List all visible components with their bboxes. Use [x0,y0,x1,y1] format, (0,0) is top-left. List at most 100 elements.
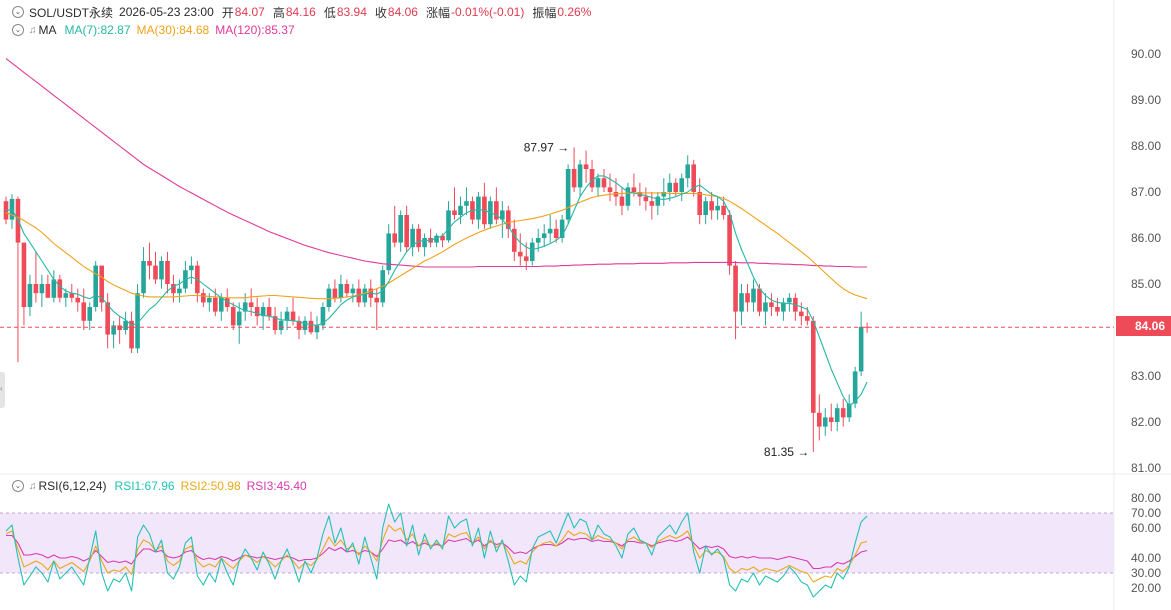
rsi-tick-label: 30.00 [1131,566,1161,580]
close-value: 84.06 [387,5,418,19]
candle-body [344,284,350,294]
candle-body [51,279,57,298]
candle-body [123,320,128,330]
candle-body [559,219,565,238]
rsi-band [0,512,1114,574]
ma30-value: MA(30):84.68 [136,23,210,37]
candle-body [105,302,110,335]
candle-body [828,417,834,422]
candle-body [440,235,445,241]
candle-body [840,408,846,418]
candle-body [141,261,146,294]
candle-body [302,320,308,330]
candle-body [667,182,673,192]
low-label: 低 [323,5,336,20]
candle-body [458,205,463,215]
candle-body [350,288,356,294]
rsi-lines [5,503,868,598]
candle-body [284,311,290,321]
candle-body [500,210,505,220]
annotations: 87.97 → 81.35 → [524,140,810,459]
rsi-name[interactable]: RSI(6,12,24) [38,479,107,493]
candle-body [583,164,589,169]
candle-body [230,307,236,326]
rsi-tick-label: 60.00 [1131,521,1161,535]
candle-body [864,326,870,328]
candle-body [721,205,726,215]
candle-body [643,196,649,202]
candle-body [757,288,762,312]
candle-body [93,265,98,307]
candle-body [213,297,218,312]
candle-body [834,408,840,422]
candle-body [320,307,326,326]
candle-body [332,288,338,298]
alert-icon[interactable]: ♫ [29,480,37,492]
rsi-legend: ⌄ ♫ RSI(6,12,24) RSI1:67.96 RSI2:50.98 R… [0,477,307,495]
price-tick-label: 89.00 [1131,93,1161,107]
candle-body [218,297,224,312]
price-tick-label: 88.00 [1131,139,1161,153]
low-value: 83.94 [336,5,367,19]
open-label: 开 [221,5,234,20]
candle-body [691,164,696,192]
ma-name[interactable]: MA [38,23,57,37]
ma7-line [5,175,868,407]
collapse-icon[interactable]: ⌄ [12,6,24,18]
alert-icon[interactable]: ♫ [29,24,37,36]
candle-body [81,302,87,321]
candle-body [769,302,774,307]
candle-body [129,320,134,349]
rsi1-value: RSI1:67.96 [114,479,175,493]
candle-body [57,279,63,298]
rsi-tick-label: 40.00 [1131,551,1161,565]
rsi3-line [6,534,868,570]
candle-body [153,265,158,280]
candle-body [745,293,750,303]
symbol-label[interactable]: SOL/USDT永续 [29,5,114,20]
candle-body [715,205,720,211]
candle-body [619,196,625,206]
candle-body [679,178,685,192]
candle-body [21,242,27,307]
candle-body [476,196,481,220]
candle-body [601,178,607,188]
rsi-tick-label: 70.00 [1131,506,1161,520]
candle-body [434,235,439,243]
candle-body [422,238,427,248]
amplitude-value: 0.26% [557,5,592,19]
candle-body [607,187,613,192]
candle-body [852,371,858,404]
candle-body [159,261,164,280]
candle-body [392,233,397,243]
change-label: 涨幅 [425,5,450,20]
high-label: 高 [272,5,285,20]
price-tick-label: 90.00 [1131,47,1161,61]
candle-body [625,187,631,206]
candle-body [523,256,529,261]
ma120-line [5,58,868,268]
candle-body [703,201,708,215]
candle-body [308,320,314,333]
candle-body [595,178,601,188]
candle-body [278,320,284,330]
candle-body [512,228,517,252]
candle-body [272,316,278,330]
candle-body [763,302,768,312]
collapse-icon[interactable]: ⌄ [12,480,24,492]
candle-body [811,320,816,413]
candle-body [822,417,828,427]
candle-body [69,293,75,298]
candle-body [410,228,415,248]
candle-body [147,261,152,266]
collapse-icon[interactable]: ⌄ [12,24,24,36]
candle-body [398,215,403,243]
candle-body [727,215,732,266]
low-annotation: 81.35 → [764,445,809,459]
candle-body [290,311,296,321]
candle-body [189,265,194,271]
side-panel-handle[interactable]: ‹ [0,372,5,408]
price-tick-label: 82.00 [1131,415,1161,429]
